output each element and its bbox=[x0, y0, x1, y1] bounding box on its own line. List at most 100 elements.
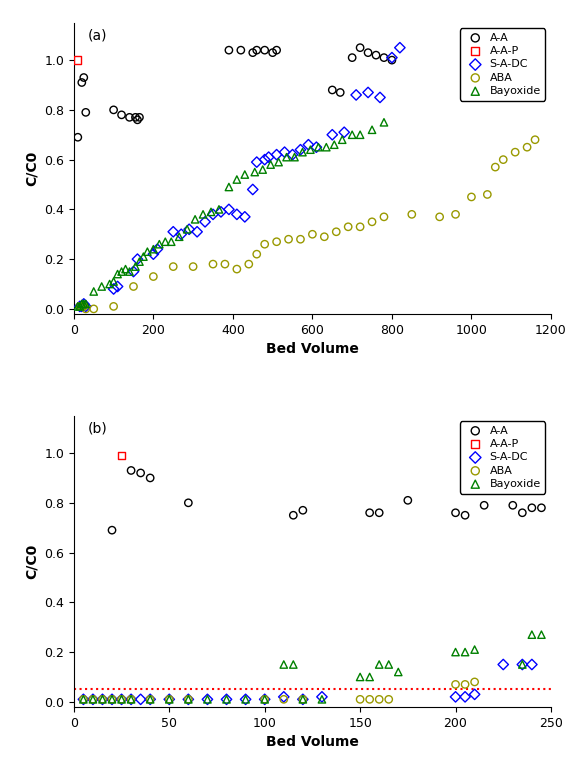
Point bbox=[153, 243, 162, 255]
Point bbox=[98, 693, 107, 705]
Point bbox=[298, 504, 307, 516]
Point bbox=[499, 658, 508, 670]
Point bbox=[279, 691, 289, 703]
Point bbox=[328, 84, 337, 96]
Point bbox=[232, 173, 241, 185]
Point bbox=[467, 191, 476, 203]
Point bbox=[131, 111, 140, 123]
Point bbox=[289, 509, 298, 521]
Point bbox=[356, 128, 365, 141]
Point bbox=[135, 255, 144, 268]
Point bbox=[451, 646, 460, 658]
Point bbox=[451, 507, 460, 519]
Point bbox=[248, 46, 257, 59]
Point bbox=[133, 253, 142, 265]
Point bbox=[318, 691, 327, 703]
Point bbox=[288, 148, 297, 160]
Point bbox=[272, 236, 281, 248]
Point bbox=[131, 261, 140, 273]
Point bbox=[184, 497, 193, 509]
Point bbox=[125, 265, 134, 277]
Point bbox=[314, 141, 323, 154]
Point bbox=[79, 693, 88, 705]
Point bbox=[107, 693, 116, 705]
Point bbox=[203, 693, 212, 705]
Point bbox=[260, 44, 269, 56]
Point bbox=[268, 46, 277, 59]
Point bbox=[79, 71, 89, 84]
Point bbox=[284, 233, 293, 245]
Text: (a): (a) bbox=[88, 29, 108, 43]
Point bbox=[89, 302, 98, 315]
Point bbox=[193, 226, 202, 238]
Point bbox=[312, 141, 321, 154]
Point bbox=[121, 263, 130, 275]
Point bbox=[318, 693, 327, 705]
Point bbox=[117, 109, 126, 121]
Point bbox=[113, 280, 122, 293]
Point bbox=[499, 154, 508, 166]
Point bbox=[260, 154, 269, 166]
Point bbox=[127, 693, 136, 705]
Point bbox=[279, 658, 289, 670]
Point bbox=[337, 134, 346, 146]
Point bbox=[107, 693, 116, 705]
Point bbox=[290, 151, 299, 163]
Point bbox=[232, 208, 241, 220]
Point bbox=[81, 300, 90, 312]
Point bbox=[298, 146, 307, 158]
Point bbox=[479, 499, 488, 511]
Point bbox=[241, 693, 250, 705]
Point bbox=[145, 693, 154, 705]
Point bbox=[161, 236, 170, 248]
Point bbox=[117, 693, 126, 705]
Point bbox=[451, 208, 460, 220]
Y-axis label: C/C0: C/C0 bbox=[24, 150, 39, 186]
Point bbox=[387, 52, 396, 64]
Point bbox=[320, 231, 329, 243]
Point bbox=[222, 693, 231, 705]
Point bbox=[185, 223, 194, 236]
Point bbox=[260, 693, 269, 705]
Legend: A-A, A-A-P, S-A-DC, ABA, Bayoxide: A-A, A-A-P, S-A-DC, ABA, Bayoxide bbox=[460, 28, 545, 100]
Point bbox=[125, 111, 134, 123]
Point bbox=[387, 54, 396, 66]
Point bbox=[117, 693, 126, 705]
Point bbox=[136, 693, 145, 705]
Point bbox=[379, 52, 389, 64]
Point bbox=[89, 693, 98, 705]
Point bbox=[154, 238, 164, 250]
Point bbox=[364, 46, 373, 59]
Point bbox=[279, 693, 289, 705]
Point bbox=[184, 693, 193, 705]
Point bbox=[395, 42, 404, 54]
Point bbox=[224, 181, 233, 193]
Point bbox=[127, 693, 136, 705]
Point bbox=[241, 693, 250, 705]
Point bbox=[336, 87, 345, 99]
Point bbox=[184, 693, 193, 705]
Point bbox=[518, 507, 527, 519]
Point bbox=[280, 146, 289, 158]
Point bbox=[89, 286, 98, 298]
Point bbox=[470, 644, 479, 656]
Point bbox=[79, 300, 89, 312]
Point bbox=[491, 161, 500, 173]
Point bbox=[527, 658, 536, 670]
Point bbox=[113, 268, 122, 280]
Point bbox=[109, 300, 118, 312]
Point bbox=[461, 509, 470, 521]
Point bbox=[260, 238, 269, 250]
Point bbox=[435, 211, 444, 223]
Point bbox=[184, 693, 193, 705]
Point bbox=[367, 216, 377, 228]
Point bbox=[199, 208, 208, 220]
Point bbox=[461, 679, 470, 691]
Point bbox=[117, 265, 126, 277]
Point bbox=[248, 183, 257, 195]
Point bbox=[77, 77, 86, 89]
Point bbox=[224, 44, 233, 56]
Point bbox=[97, 280, 106, 293]
Point bbox=[322, 141, 331, 154]
Point bbox=[296, 144, 305, 156]
